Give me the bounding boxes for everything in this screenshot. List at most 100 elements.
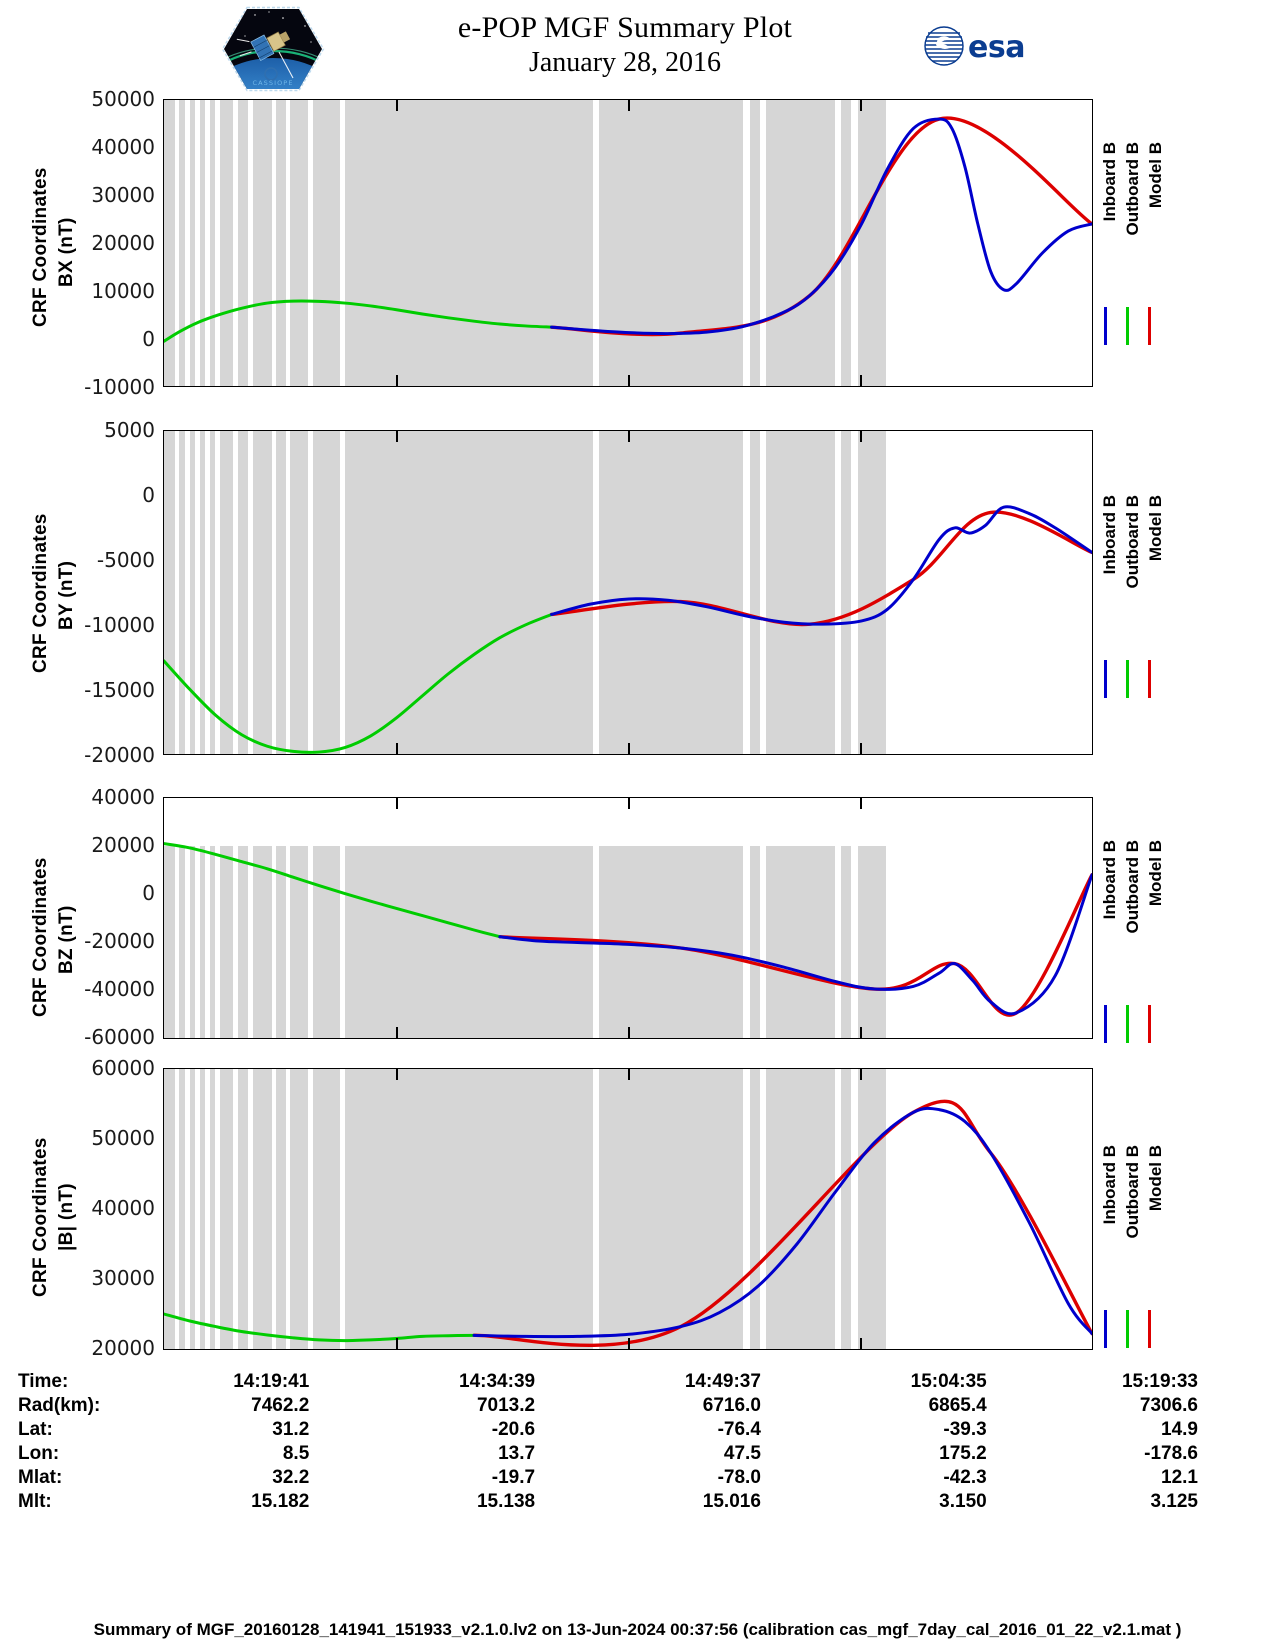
data-coverage-band bbox=[237, 1069, 248, 1349]
legend-swatch-model bbox=[1148, 660, 1151, 698]
data-coverage-band bbox=[766, 431, 835, 754]
data-coverage-band bbox=[345, 431, 593, 754]
panel-bmag-curves bbox=[164, 1069, 1092, 1349]
ytick-label: 0 bbox=[142, 483, 155, 507]
panel-bx-curves bbox=[164, 100, 1092, 386]
panel-bmag-ylabel: CRF Coordinates bbox=[30, 1137, 51, 1298]
table-row: Time: 14:19:41 14:34:39 14:49:37 15:04:3… bbox=[18, 1370, 1198, 1394]
series-inboard-b bbox=[498, 873, 1092, 1016]
data-coverage-band bbox=[189, 431, 196, 754]
ytick-label: 60000 bbox=[91, 1056, 155, 1080]
data-coverage-band bbox=[858, 431, 886, 754]
cell-mlat-1: -19.7 bbox=[491, 1467, 536, 1488]
table-row: Lon: 8.5 13.7 47.5 175.2 -178.6 bbox=[18, 1442, 1198, 1466]
panel-bz-ylabel: CRF Coordinates bbox=[30, 857, 51, 1018]
table-row: Mlt: 15.182 15.138 15.016 3.150 3.125 bbox=[18, 1490, 1198, 1514]
cell-lon-4: -178.6 bbox=[1144, 1443, 1198, 1464]
title-primary: e-POP MGF Summary Plot bbox=[457, 11, 793, 44]
data-coverage-band bbox=[858, 846, 886, 1038]
cell-rad-2: 6716.0 bbox=[702, 1395, 761, 1416]
panel-bmag-plot-area bbox=[163, 1068, 1093, 1350]
ytick-label: 0 bbox=[142, 327, 155, 351]
data-coverage-band bbox=[189, 846, 196, 1038]
data-coverage-band bbox=[766, 846, 835, 1038]
data-coverage-band bbox=[237, 100, 248, 386]
data-coverage-band bbox=[164, 431, 175, 754]
panel-by-curves bbox=[164, 431, 1092, 754]
data-coverage-band bbox=[749, 846, 760, 1038]
row-label-rad: Rad(km): bbox=[18, 1395, 101, 1416]
data-coverage-band bbox=[237, 431, 248, 754]
panel-bx-ylabel: CRF Coordinates bbox=[30, 167, 51, 327]
data-coverage-band bbox=[179, 1069, 185, 1349]
legend-label-inboard: Inboard B bbox=[1100, 142, 1119, 222]
data-coverage-band bbox=[276, 846, 286, 1038]
panel-bz-ytick-labels: 40000 20000 0 -20000 -40000 -60000 bbox=[60, 785, 155, 1055]
ytick-label: -10000 bbox=[84, 375, 155, 399]
panel-by-ylabel: CRF Coordinates bbox=[30, 513, 51, 673]
data-coverage-band bbox=[312, 846, 341, 1038]
series-model-b bbox=[549, 116, 1092, 337]
cell-time-4: 15:19:33 bbox=[1121, 1371, 1198, 1392]
series-model-b bbox=[549, 510, 1092, 627]
cell-rad-0: 7462.2 bbox=[251, 1395, 310, 1416]
data-coverage-band bbox=[290, 1069, 308, 1349]
footer-provenance-text: Summary of MGF_20160128_141941_151933_v2… bbox=[93, 1620, 1182, 1639]
title-date: January 28, 2016 bbox=[528, 47, 722, 78]
data-coverage-band bbox=[766, 100, 835, 386]
row-label-lon: Lon: bbox=[18, 1443, 60, 1464]
cell-rad-1: 7013.2 bbox=[476, 1395, 536, 1416]
data-coverage-band bbox=[276, 431, 286, 754]
data-coverage-band bbox=[209, 431, 216, 754]
cell-lat-1: -20.6 bbox=[491, 1419, 536, 1440]
legend-swatch-outboard bbox=[1126, 660, 1129, 698]
panel-by-legend: Inboard B Outboard B Model B bbox=[1100, 495, 1190, 755]
cell-mlat-2: -78.0 bbox=[717, 1467, 761, 1488]
ytick-label: 40000 bbox=[91, 785, 155, 809]
series-inboard-b bbox=[550, 117, 1092, 336]
cell-mlat-0: 32.2 bbox=[272, 1467, 310, 1488]
panel-by-data-coverage-shading bbox=[164, 431, 1092, 754]
data-coverage-band bbox=[179, 100, 185, 386]
panel-bz-curves bbox=[164, 798, 1092, 1038]
cell-mlt-4: 3.125 bbox=[1150, 1491, 1198, 1512]
data-coverage-band bbox=[220, 846, 234, 1038]
data-coverage-band bbox=[164, 846, 175, 1038]
cell-time-1: 14:34:39 bbox=[459, 1371, 536, 1392]
data-coverage-band bbox=[599, 431, 744, 754]
data-coverage-band bbox=[199, 846, 206, 1038]
cassiope-mission-logo: CASSIOPE bbox=[221, 6, 325, 92]
legend-label-inboard: Inboard B bbox=[1100, 495, 1119, 575]
ytick-label: -5000 bbox=[96, 548, 155, 572]
ytick-label: -20000 bbox=[84, 929, 155, 953]
cell-lat-3: -39.3 bbox=[943, 1419, 987, 1440]
ytick-label: 0 bbox=[142, 881, 155, 905]
data-coverage-band bbox=[179, 431, 185, 754]
data-coverage-band bbox=[253, 100, 272, 386]
legend-swatch-outboard bbox=[1126, 1005, 1129, 1043]
panel-bx: CRF Coordinates BX (nT) 50000 40000 3000… bbox=[0, 87, 1275, 399]
series-inboard-b bbox=[472, 1106, 1092, 1339]
row-label-time: Time: bbox=[18, 1371, 69, 1392]
ytick-label: -60000 bbox=[84, 1025, 155, 1049]
panel-bx-data-coverage-shading bbox=[164, 100, 1092, 386]
ytick-label: 40000 bbox=[91, 135, 155, 159]
data-coverage-band bbox=[749, 1069, 760, 1349]
data-coverage-band bbox=[345, 100, 593, 386]
panel-by-plot-area bbox=[163, 430, 1093, 755]
ytick-label: 30000 bbox=[91, 1266, 155, 1290]
data-coverage-band bbox=[164, 100, 175, 386]
cell-time-3: 15:04:35 bbox=[910, 1371, 987, 1392]
data-coverage-band bbox=[749, 100, 760, 386]
data-coverage-band bbox=[220, 1069, 234, 1349]
ephemeris-table: Time: 14:19:41 14:34:39 14:49:37 15:04:3… bbox=[0, 1370, 1275, 1514]
cell-lon-0: 8.5 bbox=[282, 1443, 310, 1464]
cell-lat-4: 14.9 bbox=[1161, 1419, 1198, 1440]
data-coverage-band bbox=[253, 846, 272, 1038]
data-coverage-band bbox=[189, 1069, 196, 1349]
cell-mlt-1: 15.138 bbox=[476, 1491, 536, 1512]
panel-by: CRF Coordinates BY (nT) 5000 0 -5000 -10… bbox=[0, 418, 1275, 767]
legend-label-model: Model B bbox=[1146, 142, 1165, 209]
cell-lon-3: 175.2 bbox=[939, 1443, 987, 1464]
data-coverage-band bbox=[179, 846, 185, 1038]
